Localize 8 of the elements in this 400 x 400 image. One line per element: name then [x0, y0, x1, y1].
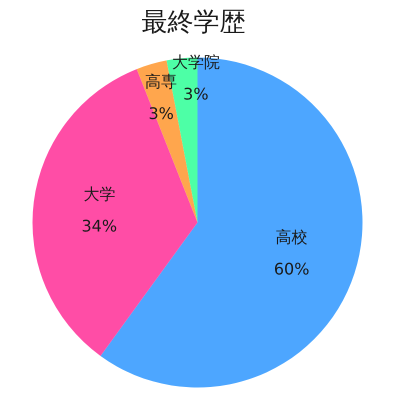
- slice-label: 大学院: [172, 52, 220, 72]
- data-label: 60%: [274, 260, 310, 279]
- slice-label: 大学: [83, 184, 116, 204]
- data-label: 34%: [82, 216, 118, 236]
- chart-title: 最終学歴: [142, 8, 246, 38]
- data-label: 3%: [148, 104, 174, 123]
- slice-label: 高校: [276, 228, 308, 247]
- data-label: 3%: [183, 84, 209, 104]
